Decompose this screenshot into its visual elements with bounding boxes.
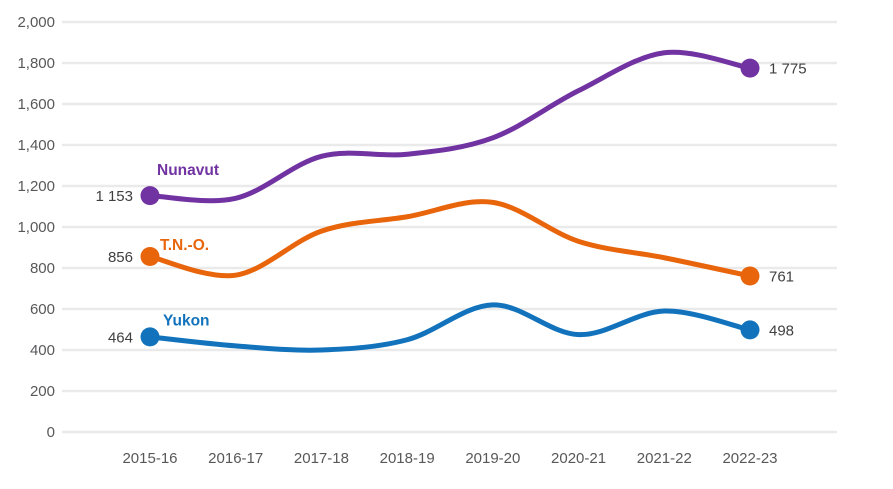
x-axis-tick-label: 2021-22 (637, 450, 692, 467)
last-value-label-nunavut: 1 775 (769, 61, 807, 78)
y-axis-tick-label: 1,000 (17, 219, 55, 236)
first-value-label-yukon: 464 (108, 329, 133, 346)
y-axis-tick-label: 0 (47, 424, 55, 441)
last-value-label-t-n-o: 761 (769, 268, 794, 285)
y-axis-tick-label: 1,800 (17, 55, 55, 72)
x-axis-tick-label: 2019-20 (465, 450, 520, 467)
y-axis-tick-label: 2,000 (17, 14, 55, 31)
series-start-dot-yukon (140, 327, 160, 347)
x-axis-tick-label: 2017-18 (294, 450, 349, 467)
series-end-dot-t-n-o (740, 266, 760, 286)
series-line-t-n-o (147, 199, 753, 279)
series-name-label-yukon: Yukon (163, 312, 210, 329)
x-axis-tick-label: 2022-23 (722, 450, 777, 467)
series-line-yukon (147, 302, 753, 353)
x-axis-tick-label: 2015-16 (122, 450, 177, 467)
y-axis-tick-label: 600 (30, 301, 55, 318)
series-name-label-t-n-o: T.N.-O. (160, 237, 209, 254)
series-start-dot-t-n-o (140, 247, 160, 267)
y-axis-tick-label: 1,200 (17, 178, 55, 195)
y-axis-tick-label: 1,400 (17, 137, 55, 154)
first-value-label-t-n-o: 856 (108, 249, 133, 266)
series-name-label-nunavut: Nunavut (157, 162, 219, 179)
series-end-dot-nunavut (740, 58, 760, 78)
x-axis-tick-label: 2016-17 (208, 450, 263, 467)
series-end-dot-yukon (740, 320, 760, 340)
series-line-nunavut (147, 49, 753, 204)
y-axis-tick-label: 1,600 (17, 96, 55, 113)
last-value-label-yukon: 498 (769, 322, 794, 339)
series-start-dot-nunavut (140, 186, 160, 206)
first-value-label-nunavut: 1 153 (95, 188, 133, 205)
x-axis-tick-label: 2020-21 (551, 450, 606, 467)
y-axis-tick-label: 800 (30, 260, 55, 277)
y-axis-tick-label: 400 (30, 342, 55, 359)
y-axis-tick-label: 200 (30, 383, 55, 400)
x-axis-tick-label: 2018-19 (380, 450, 435, 467)
